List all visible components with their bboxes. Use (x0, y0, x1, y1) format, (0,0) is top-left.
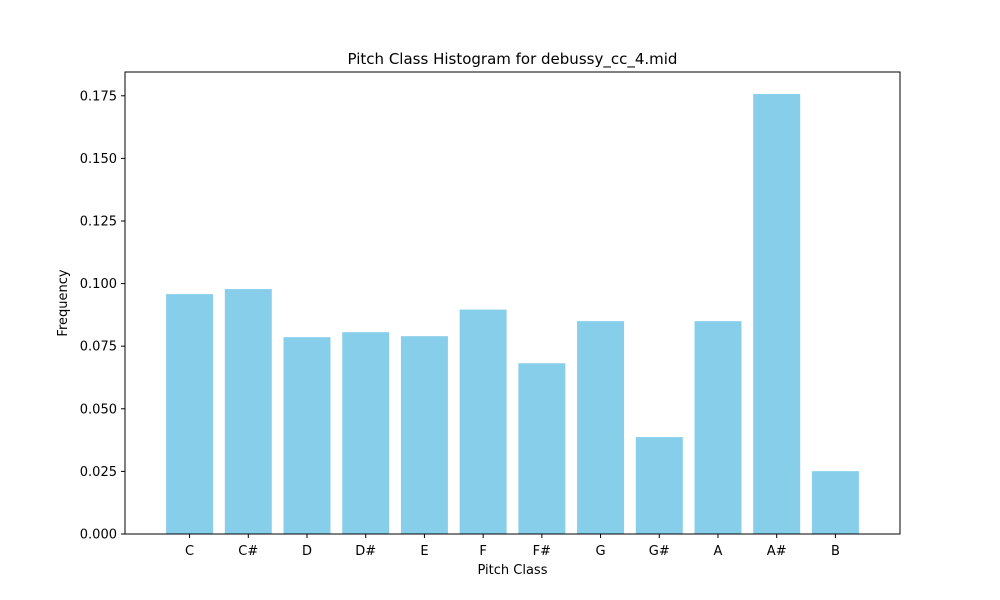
x-tick-label: D (302, 544, 312, 559)
x-tick-label: A# (767, 544, 787, 559)
x-axis-label: Pitch Class (478, 563, 548, 578)
bars-group (166, 94, 859, 535)
x-tick-label: G (596, 544, 606, 559)
x-tick-label: C# (238, 544, 258, 559)
bar-c (166, 294, 214, 534)
y-axis-label: Frequency (56, 269, 71, 336)
plot-frame (124, 71, 901, 535)
bar-f-sharp (518, 363, 566, 534)
bar-a-sharp (753, 94, 801, 535)
bar-d (283, 337, 331, 534)
bar-d-sharp (342, 332, 390, 534)
y-tick-label: 0.025 (80, 465, 117, 480)
x-tick-label: B (831, 544, 840, 559)
x-axis-ticks: C C# D D# E F F# G G# A A# B (185, 534, 840, 559)
x-tick-label: F# (533, 544, 551, 559)
y-tick-label: 0.075 (80, 340, 117, 355)
y-tick-label: 0.150 (80, 152, 117, 167)
x-tick-label: C (185, 544, 194, 559)
bar-f (459, 309, 507, 534)
y-tick-label: 0.050 (80, 402, 117, 417)
y-tick-label: 0.000 (80, 528, 117, 543)
x-tick-label: E (420, 544, 428, 559)
bar-e (400, 336, 448, 534)
bar-b (811, 471, 859, 534)
x-tick-label: G# (649, 544, 670, 559)
x-tick-label: A (714, 544, 723, 559)
x-tick-label: F (479, 544, 486, 559)
bar-g-sharp (635, 437, 683, 534)
y-tick-label: 0.175 (80, 89, 117, 104)
y-tick-label: 0.100 (80, 277, 117, 292)
bar-a (694, 321, 742, 534)
bar-c-sharp (224, 289, 272, 534)
chart-title: Pitch Class Histogram for debussy_cc_4.m… (348, 50, 678, 69)
x-tick-label: D# (355, 544, 376, 559)
y-axis-ticks: 0.000 0.025 0.050 0.075 0.100 0.125 0.150 0.175 (80, 89, 125, 543)
bar-g (577, 321, 625, 534)
y-tick-label: 0.125 (80, 214, 117, 229)
